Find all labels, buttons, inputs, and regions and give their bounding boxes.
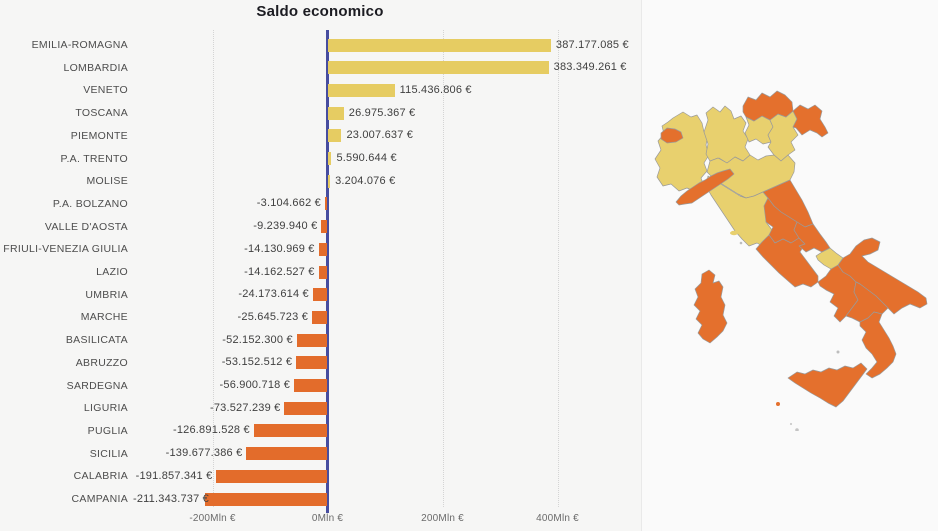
islet-tuscan: [739, 241, 743, 245]
bar-lombardia[interactable]: [328, 61, 549, 75]
bar-veneto[interactable]: [328, 83, 395, 97]
category-label: LIGURIA: [83, 402, 128, 415]
x-tick-label: 200Mln €: [421, 513, 464, 524]
value-label: -14.162.527 €: [244, 265, 315, 278]
bar-lazio[interactable]: [318, 265, 327, 279]
map-region-abruzzo[interactable]: [793, 221, 831, 253]
chart-title: Saldo economico: [256, 3, 384, 20]
map-panel: [642, 0, 938, 531]
category-label: CAMPANIA: [71, 493, 128, 505]
value-label: -53.152.512 €: [221, 356, 293, 369]
bar-chart-panel: Saldo economico -200Mln € 0Mln € 200Mln € 4…: [3, 3, 629, 524]
bar-liguria[interactable]: [284, 401, 327, 415]
value-label: 387.177.085 €: [555, 38, 629, 51]
zero-axis-line: [326, 30, 329, 513]
map-region-sicilia[interactable]: [787, 362, 868, 408]
category-label: LOMBARDIA: [63, 61, 128, 74]
bar-chart-plot: -200Mln € 0Mln € 200Mln € 400Mln € EMILIA-RO…: [3, 30, 629, 524]
map-region-friuli-venezia-giulia[interactable]: [792, 104, 829, 138]
islet-elba: [730, 230, 738, 236]
category-label: SARDEGNA: [66, 379, 128, 392]
category-label: P.A. TRENTO: [60, 152, 128, 165]
italy-map: [654, 90, 928, 431]
x-tick-label: 400Mln €: [536, 513, 579, 524]
x-tick-label: -200Mln €: [189, 513, 236, 524]
value-label: -126.891.528 €: [172, 424, 250, 437]
map-region-pa-trento[interactable]: [744, 115, 774, 145]
category-label: BASILICATA: [65, 334, 128, 347]
category-label: CALABRIA: [73, 470, 128, 483]
bar-calabria[interactable]: [216, 469, 327, 483]
bar-molise[interactable]: [328, 174, 331, 188]
map-region-calabria[interactable]: [859, 311, 897, 379]
bar-umbria[interactable]: [312, 288, 327, 302]
value-label: -73.527.239 €: [209, 401, 281, 414]
panel-divider: [641, 0, 642, 531]
bar-toscana[interactable]: [328, 106, 344, 120]
value-label: -24.173.614 €: [238, 288, 309, 301]
category-label: FRIULI-VENEZIA GIULIA: [3, 243, 128, 256]
category-label: VENETO: [83, 84, 128, 97]
islet-malta-1: [795, 428, 799, 431]
value-label: -14.130.969 €: [244, 242, 315, 255]
category-label: UMBRIA: [85, 288, 128, 301]
bar-abruzzo[interactable]: [296, 356, 327, 370]
bar-valle-d-aosta[interactable]: [321, 220, 327, 234]
gridline: [557, 30, 559, 507]
category-label: TOSCANA: [75, 107, 128, 120]
value-label: -56.900.718 €: [219, 379, 291, 391]
value-label: 5.590.644 €: [336, 152, 397, 164]
bar-sicilia[interactable]: [246, 447, 327, 461]
category-label: LAZIO: [96, 266, 128, 278]
category-label: ABRUZZO: [75, 356, 128, 369]
islet-pantelleria: [776, 402, 780, 406]
map-region-liguria[interactable]: [675, 168, 735, 206]
value-label: 383.349.261 €: [553, 61, 627, 74]
value-label: 3.204.076 €: [335, 174, 396, 187]
category-label: MARCHE: [80, 311, 128, 324]
islet-malta-2: [789, 422, 793, 426]
value-label: -211.343.737 €: [133, 492, 209, 505]
category-label: SICILIA: [89, 447, 128, 460]
value-label: -139.677.386 €: [165, 447, 243, 460]
islet-aeolian: [836, 350, 840, 354]
category-label: PIEMONTE: [70, 129, 128, 142]
map-region-pa-bolzano[interactable]: [742, 90, 794, 122]
bar-basilicata[interactable]: [296, 333, 327, 347]
bar-piemonte[interactable]: [328, 129, 342, 143]
category-label: VALLE D'AOSTA: [44, 220, 128, 233]
value-label: 23.007.637 €: [346, 129, 414, 142]
value-label: 26.975.367 €: [348, 106, 416, 119]
bar-p-a-trento[interactable]: [328, 152, 332, 165]
value-label: -9.239.940 €: [253, 220, 318, 233]
bar-emilia-romagna[interactable]: [328, 38, 551, 52]
bar-friuli-venezia-giulia[interactable]: [318, 242, 327, 256]
map-region-sardegna[interactable]: [693, 269, 728, 344]
category-label: EMILIA-ROMAGNA: [31, 39, 128, 51]
value-label: -3.104.662 €: [256, 197, 321, 210]
map-region-piemonte[interactable]: [654, 111, 710, 193]
map-region-valle-daosta[interactable]: [660, 127, 684, 144]
gridline: [442, 30, 444, 507]
value-label: -191.857.341 €: [135, 469, 213, 482]
map-region-lombardia[interactable]: [703, 105, 751, 164]
value-label: -25.645.723 €: [237, 310, 309, 323]
bar-marche[interactable]: [312, 310, 327, 324]
bar-campania[interactable]: [205, 492, 327, 506]
value-label: -52.152.300 €: [222, 333, 293, 346]
bar-sardegna[interactable]: [294, 379, 327, 392]
value-label: 115.436.806 €: [399, 83, 472, 96]
map-region-molise[interactable]: [815, 247, 844, 270]
bar-p-a-bolzano[interactable]: [324, 197, 327, 211]
x-tick-label: 0Mln €: [311, 513, 344, 524]
gridline: [212, 30, 214, 507]
category-label: P.A. BOLZANO: [52, 197, 128, 210]
category-label: PUGLIA: [87, 424, 128, 437]
bar-puglia[interactable]: [253, 424, 327, 438]
category-label: MOLISE: [86, 175, 128, 188]
